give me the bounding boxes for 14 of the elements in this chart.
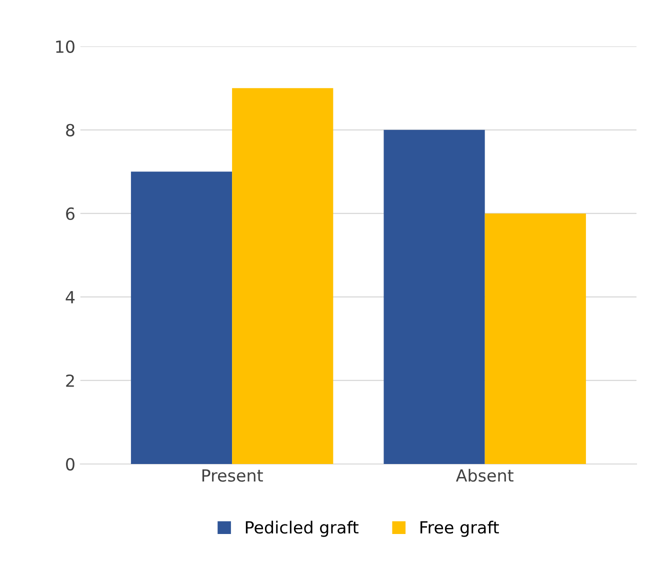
bar [484, 213, 586, 464]
y-tick-label: 6 [66, 207, 74, 220]
legend-label: Free graft [420, 520, 499, 537]
x-tick-label: Absent [456, 468, 514, 482]
bar [384, 130, 485, 464]
y-tick-label: 2 [66, 374, 74, 387]
bar [232, 88, 334, 464]
x-tick-label: Present [202, 469, 263, 482]
y-tick-label: 8 [66, 124, 74, 136]
legend-label: Pedicled graft [246, 520, 358, 537]
bar [130, 172, 232, 464]
y-tick-label: 10 [56, 40, 74, 53]
y-tick-label: 4 [66, 291, 75, 304]
y-tick-label: 0 [66, 458, 74, 471]
